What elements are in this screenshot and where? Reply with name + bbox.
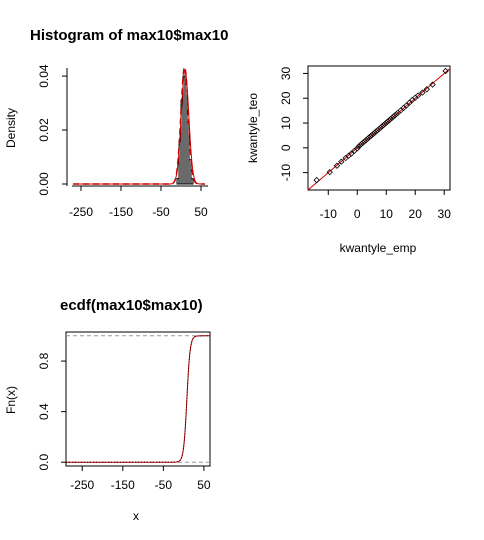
histogram-bar xyxy=(190,178,194,185)
qq-y-ticks: -10 0 10 20 30 xyxy=(279,66,308,181)
histogram-x-tick-label: -50 xyxy=(152,205,170,219)
qq-point xyxy=(414,92,422,99)
ecdf-xlabel: x xyxy=(133,509,139,523)
histogram-y-ticks: 0.00 0.02 0.04 xyxy=(37,64,67,196)
qq-point xyxy=(419,89,426,96)
qq-panel: kwantyle_emp kwantyle_teo -10 0 10 20 30 -10… xyxy=(246,65,452,255)
ecdf-x-tick-label: -150 xyxy=(111,478,135,492)
qq-y-tick-label: 30 xyxy=(279,66,293,80)
ecdf-step-curve xyxy=(65,335,211,463)
histogram-bars xyxy=(176,75,194,185)
ecdf-y-tick-label: 0.8 xyxy=(37,352,51,369)
qq-y-tick-label: 20 xyxy=(279,91,293,105)
qq-points xyxy=(313,67,449,184)
ecdf-curves xyxy=(65,335,211,463)
histogram-ylabel: Density xyxy=(4,108,18,148)
ecdf-y-ticks: 0.0 0.4 0.8 xyxy=(37,352,66,471)
qq-x-tick-label: 0 xyxy=(354,207,361,221)
qq-point xyxy=(393,110,400,118)
histogram-x-tick-label: 50 xyxy=(194,205,208,219)
histogram-density-curves xyxy=(73,66,205,185)
qq-y-tick-label: -10 xyxy=(279,164,293,182)
qq-point xyxy=(429,81,436,88)
qq-point xyxy=(442,67,449,75)
ecdf-y-tick-label: 0.4 xyxy=(37,403,51,420)
ecdf-x-tick-label: 50 xyxy=(197,478,211,492)
qq-x-tick-label: 10 xyxy=(380,207,394,221)
ecdf-panel: ecdf(max10$max10) x Fn(x) -250 -150 -50 50 … xyxy=(4,297,211,523)
qq-y-tick-label: 10 xyxy=(279,116,293,130)
qq-point xyxy=(338,158,345,165)
qq-point xyxy=(423,86,430,93)
ecdf-x-ticks: -250 -150 -50 50 xyxy=(70,466,211,492)
qq-x-ticks: -10 0 10 20 30 xyxy=(320,190,452,221)
qq-point xyxy=(326,168,333,176)
qq-xlabel: kwantyle_emp xyxy=(340,241,417,255)
ecdf-plot-frame xyxy=(65,331,211,467)
histogram-title: Histogram of max10$max10 xyxy=(30,27,228,44)
ecdf-x-tick-label: -50 xyxy=(155,478,173,492)
qq-x-tick-label: 30 xyxy=(438,207,452,221)
histogram-x-ticks: -250 -150 -50 50 xyxy=(69,186,208,219)
qq-point xyxy=(333,162,341,169)
ecdf-ylabel: Fn(x) xyxy=(4,386,18,414)
qq-x-tick-label: -10 xyxy=(320,207,338,221)
qq-x-tick-label: 20 xyxy=(409,207,423,221)
ecdf-y-tick-label: 0.0 xyxy=(37,454,51,471)
qq-ylabel: kwantyle_teo xyxy=(246,93,260,163)
ecdf-x-tick-label: -250 xyxy=(70,478,94,492)
histogram-kde-curve xyxy=(73,66,205,185)
histogram-x-tick-label: -150 xyxy=(109,205,133,219)
histogram-y-tick-label: 0.02 xyxy=(37,118,51,142)
qq-point xyxy=(354,145,361,152)
histogram-y-tick-label: 0.00 xyxy=(37,172,51,196)
qq-plot-frame xyxy=(307,65,451,191)
histogram-x-tick-label: -250 xyxy=(69,205,93,219)
histogram-bar xyxy=(188,159,192,185)
qq-point xyxy=(313,176,320,184)
ecdf-reference-lines xyxy=(66,335,210,463)
histogram-panel: Histogram of max10$max10 Density -250 -15… xyxy=(4,27,228,219)
ecdf-title: ecdf(max10$max10) xyxy=(60,297,203,314)
ecdf-fitted-cdf xyxy=(66,335,210,463)
histogram-y-tick-label: 0.04 xyxy=(37,64,51,88)
qq-y-tick-label: 0 xyxy=(279,144,293,151)
